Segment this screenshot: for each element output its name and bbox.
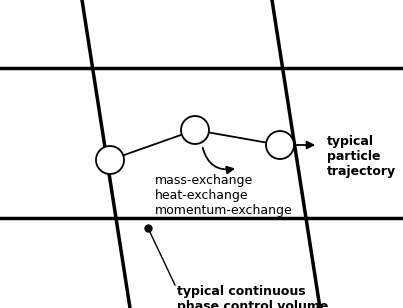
Text: mass-exchange
heat-exchange
momentum-exchange: mass-exchange heat-exchange momentum-exc… — [155, 174, 293, 217]
Text: typical continuous
phase control volume: typical continuous phase control volume — [177, 285, 328, 308]
Circle shape — [96, 146, 124, 174]
Circle shape — [181, 116, 209, 144]
Text: typical
particle
trajectory: typical particle trajectory — [327, 135, 396, 178]
Circle shape — [266, 131, 294, 159]
